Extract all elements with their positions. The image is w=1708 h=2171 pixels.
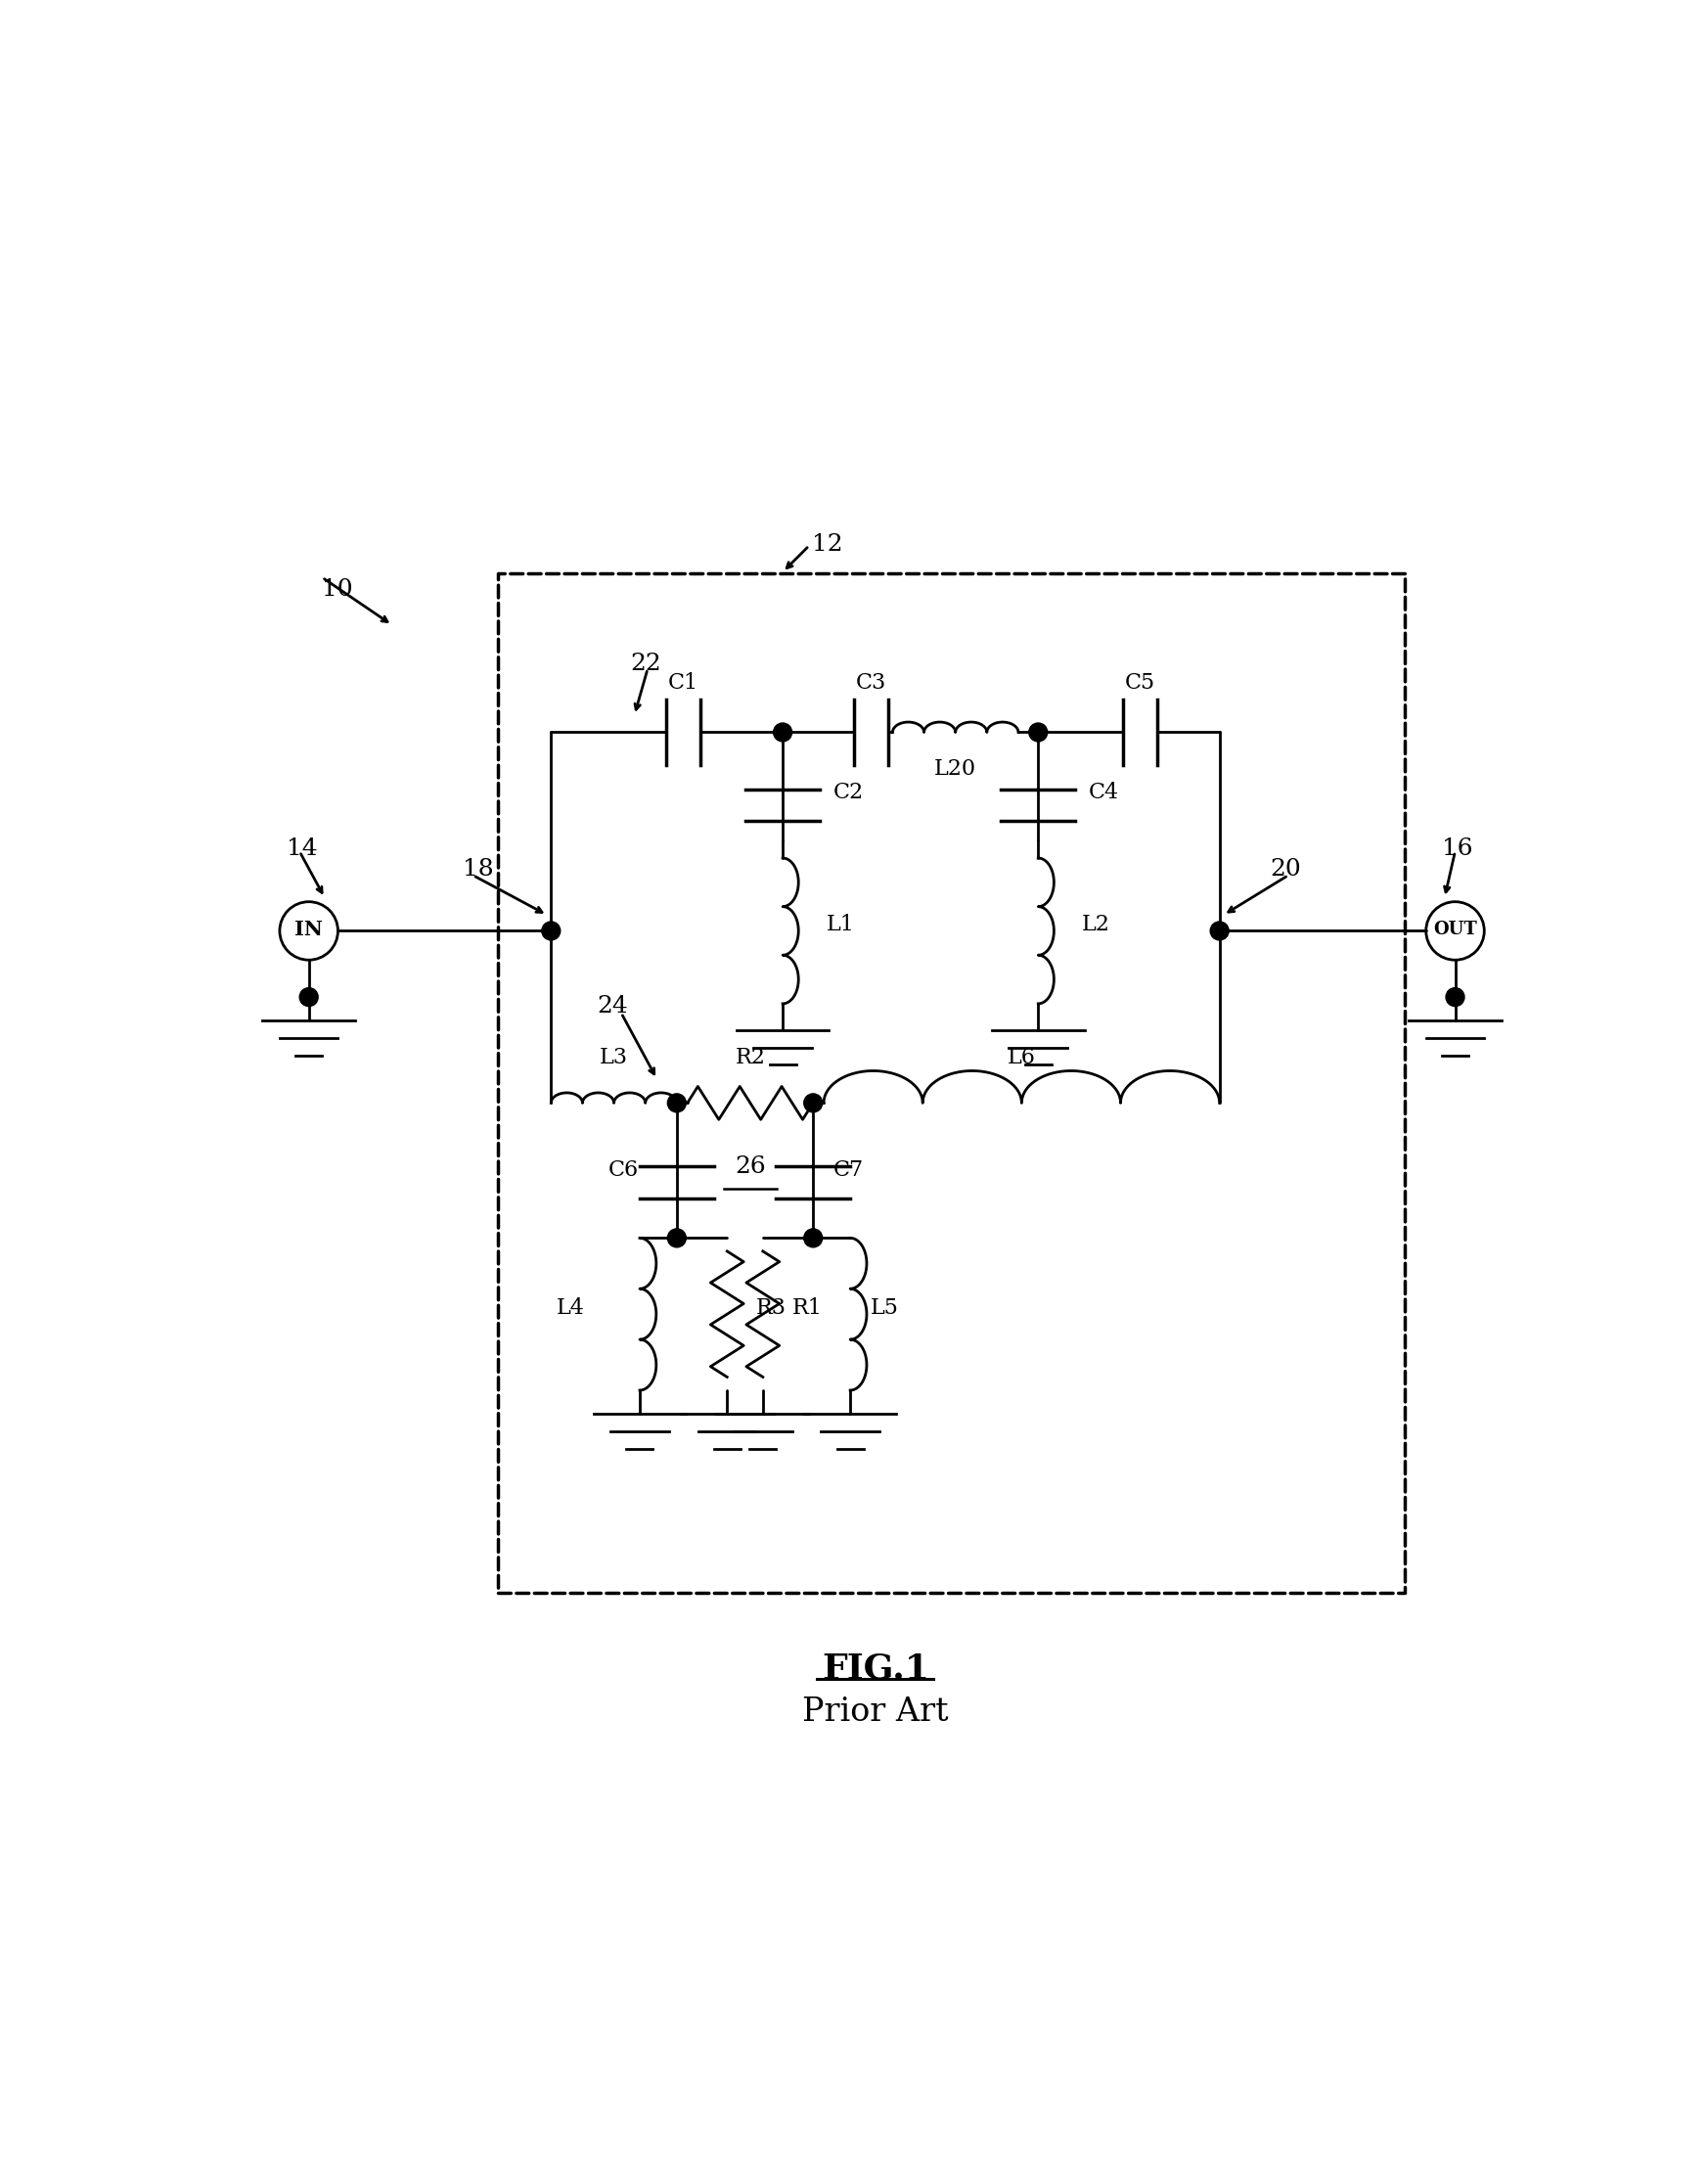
Text: 14: 14 (287, 838, 318, 860)
Text: 12: 12 (811, 534, 842, 556)
Text: Prior Art: Prior Art (803, 1696, 948, 1728)
Text: C7: C7 (834, 1159, 864, 1181)
Text: 20: 20 (1269, 858, 1301, 879)
Circle shape (804, 1094, 823, 1112)
Text: 26: 26 (734, 1155, 765, 1179)
Text: C2: C2 (834, 782, 864, 803)
Text: FIG.1: FIG.1 (822, 1652, 929, 1685)
Circle shape (804, 1229, 823, 1248)
Circle shape (1028, 723, 1047, 742)
Text: L1: L1 (827, 914, 854, 936)
Circle shape (541, 923, 560, 940)
Text: 16: 16 (1442, 838, 1472, 860)
Text: L5: L5 (869, 1298, 898, 1320)
Circle shape (299, 988, 318, 1007)
Text: 24: 24 (598, 994, 629, 1018)
Text: L3: L3 (600, 1046, 629, 1068)
Text: 22: 22 (630, 653, 661, 675)
Circle shape (1447, 988, 1464, 1007)
Text: C6: C6 (608, 1159, 639, 1181)
Text: C3: C3 (856, 673, 886, 693)
Circle shape (1211, 923, 1228, 940)
Text: L2: L2 (1081, 914, 1110, 936)
Text: C4: C4 (1088, 782, 1119, 803)
Text: L20: L20 (934, 758, 977, 779)
Text: 10: 10 (323, 577, 354, 601)
Text: L4: L4 (555, 1298, 584, 1320)
Text: R1: R1 (793, 1298, 822, 1320)
Circle shape (668, 1229, 687, 1248)
Text: C5: C5 (1126, 673, 1155, 693)
Text: OUT: OUT (1433, 921, 1477, 938)
Text: L6: L6 (1008, 1046, 1035, 1068)
Circle shape (774, 723, 793, 742)
Text: IN: IN (294, 921, 323, 940)
Circle shape (668, 1094, 687, 1112)
Text: 18: 18 (463, 858, 494, 879)
Text: R2: R2 (734, 1046, 765, 1068)
Text: R3: R3 (757, 1298, 787, 1320)
Text: C1: C1 (668, 673, 699, 693)
